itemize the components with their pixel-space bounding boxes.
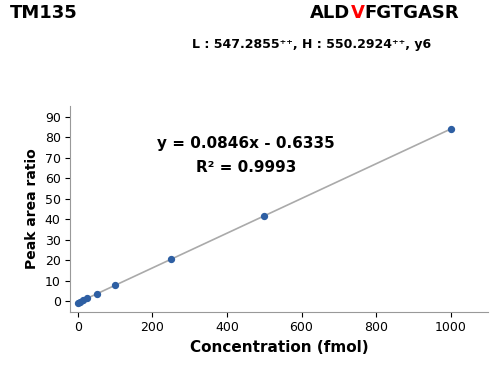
Text: y = 0.0846x - 0.6335: y = 0.0846x - 0.6335 xyxy=(157,136,334,151)
Y-axis label: Peak area ratio: Peak area ratio xyxy=(25,149,39,269)
Text: FGTGASR: FGTGASR xyxy=(365,4,459,22)
Point xyxy=(78,298,87,304)
Point xyxy=(74,299,82,306)
Text: TM135: TM135 xyxy=(10,4,78,22)
Point xyxy=(167,256,175,262)
Point xyxy=(93,291,101,297)
Point xyxy=(76,299,84,305)
Point xyxy=(111,282,119,288)
Point xyxy=(83,295,91,301)
Point xyxy=(447,126,455,132)
Text: R² = 0.9993: R² = 0.9993 xyxy=(196,160,296,176)
Text: V: V xyxy=(351,4,365,22)
X-axis label: Concentration (fmol): Concentration (fmol) xyxy=(190,340,369,355)
Point xyxy=(260,213,268,219)
Text: ALD: ALD xyxy=(310,4,351,22)
Text: L : 547.2855⁺⁺, H : 550.2924⁺⁺, y6: L : 547.2855⁺⁺, H : 550.2924⁺⁺, y6 xyxy=(192,38,432,51)
